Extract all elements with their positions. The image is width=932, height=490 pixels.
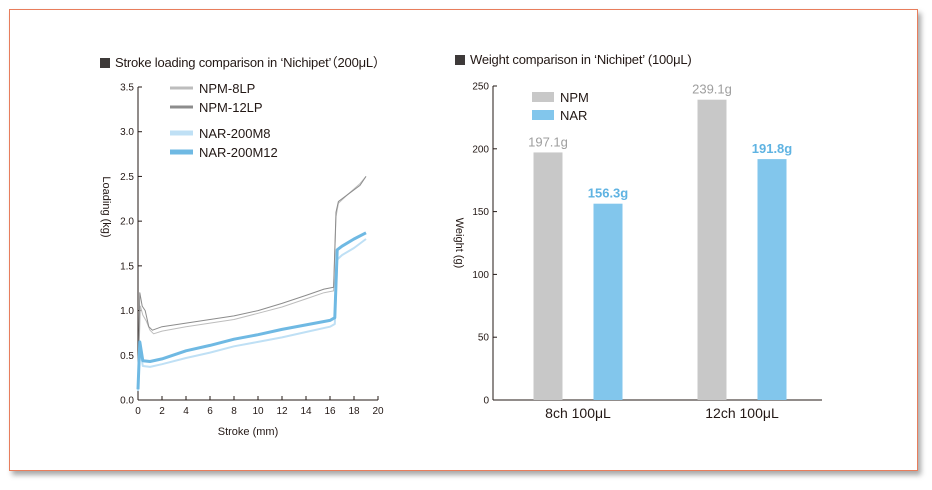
x-tick-label: 14 [300,406,312,417]
y-axis-title: Loading (kg) [100,176,112,237]
y-tick-label: 100 [472,270,489,281]
x-tick-label: 2 [159,406,165,417]
legend-label: NAR [560,108,587,123]
title-square-icon [455,55,465,65]
x-tick-label: 12 [276,406,288,417]
x-tick-label: 6 [207,406,213,417]
x-tick-label: 16 [324,406,336,417]
bar-chart-title-text: Weight comparison in ‘Nichipet’ (100μL) [470,52,692,67]
series-line-nar-200m8 [137,238,367,392]
y-tick-label: 2.5 [120,172,134,183]
legend-label: NAR-200M12 [199,145,278,160]
bar-value-label: 191.8g [752,141,793,156]
bar-chart: 0 50 100 150 200 250 Weight (g) 8ch 100μL 197.1g… [453,82,822,421]
bar-nar [757,159,787,400]
y-tick-label: 0.5 [120,351,134,362]
series-line-npm-8lp [137,176,367,383]
category-label: 12ch 100μL [705,405,779,421]
y-tick-label: 150 [472,207,489,218]
legend-swatch [532,110,554,120]
bar-value-label: 156.3g [588,186,629,201]
y-tick-label: 50 [478,333,490,344]
bar-npm [533,152,563,400]
bar-chart-title: Weight comparison in ‘Nichipet’ (100μL) [455,52,692,67]
y-tick-label: 1.0 [120,306,134,317]
legend-label: NPM-12LP [199,100,263,115]
y-tick-label: 3.5 [120,83,134,94]
y-axis-title: Weight (g) [453,218,465,269]
series-line-npm-12lp [137,176,367,378]
legend-label: NPM [560,90,589,105]
title-square-icon [100,58,110,68]
line-chart-title: Stroke loading comparison in ‘Nichipet’（… [100,52,386,71]
y-tick-label: 0 [483,396,489,407]
x-axis-title: Stroke (mm) [218,426,279,438]
category-label: 8ch 100μL [545,405,611,421]
y-tick-label: 0.0 [120,396,134,407]
bar-npm [697,99,727,400]
bar-value-label: 197.1g [528,134,568,149]
y-tick-label: 3.0 [120,127,134,138]
bar-value-label: 239.1g [692,82,732,97]
legend-label: NPM-8LP [199,81,255,96]
line-chart-title-text: Stroke loading comparison in ‘Nichipet’（… [115,55,386,70]
line-chart: 0.0 0.5 1.0 1.5 2.0 2.5 3.0 3.5 0 2 4 6 8 10 12 14 16 18 2… [100,81,384,438]
x-tick-label: 18 [348,406,360,417]
y-tick-label: 200 [472,144,489,155]
y-tick-label: 2.0 [120,217,134,228]
y-tick-label: 250 [472,82,489,93]
x-tick-label: 4 [183,406,189,417]
legend-label: NAR-200M8 [199,126,271,141]
x-tick-label: 20 [372,406,384,417]
x-tick-label: 8 [231,406,237,417]
bar-nar [593,203,623,400]
series-line-nar-200m12 [136,231,367,390]
y-tick-label: 1.5 [120,261,134,272]
x-tick-label: 0 [135,406,141,417]
x-tick-label: 10 [252,406,264,417]
legend-swatch [532,92,554,102]
